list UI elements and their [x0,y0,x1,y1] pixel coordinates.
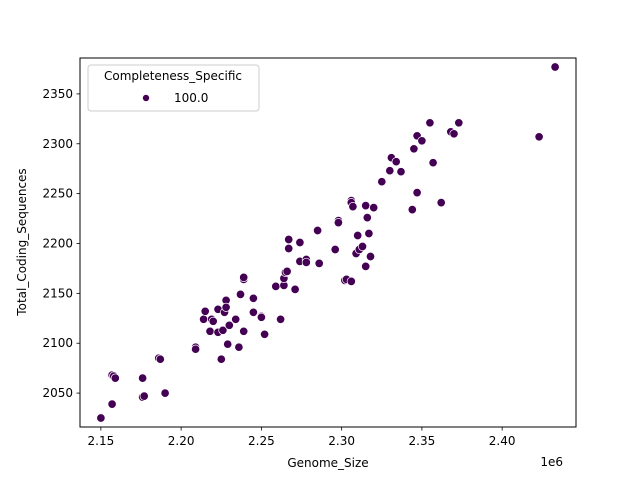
data-point [369,203,379,213]
data-point [313,225,323,236]
data-point [333,218,343,228]
plot-frame [79,57,577,428]
data-point [361,261,371,271]
data-point [218,325,228,335]
data-point [208,316,218,326]
data-point [282,266,292,276]
x-axis-ticks: 2.15 2.20 2.25 2.30 2.35 2.40 [88,427,516,448]
x-axis-offset-label: 1e6 [540,455,563,469]
data-point [107,399,117,409]
data-point [301,257,311,267]
data-point [377,177,387,187]
data-point [425,118,435,128]
data-point [454,118,464,128]
data-point [428,158,438,168]
data-point [191,344,201,354]
data-point [248,307,258,317]
data-point [353,230,363,241]
data-point [139,391,149,401]
data-point [534,132,544,142]
data-point [284,243,294,254]
data-point [314,258,324,268]
data-point [160,388,170,398]
y-tick-label: 2150 [42,286,73,300]
legend-box [87,64,260,112]
data-point [412,188,422,198]
data-point [199,314,209,324]
data-point [260,329,270,339]
x-tick-label: 2.15 [88,434,115,448]
data-point [364,228,374,239]
data-points [96,62,560,423]
legend: Completeness_Specific 100.0 [87,64,260,112]
data-point [276,314,286,324]
legend-entry-label: 100.0 [174,91,208,105]
data-point [348,202,358,212]
data-point [271,281,281,291]
y-tick-label: 2100 [42,336,73,350]
data-point [96,413,106,423]
data-point [295,237,305,248]
data-point [284,234,294,245]
data-point [205,326,215,336]
data-point [417,136,427,146]
data-point [221,302,231,312]
data-point [365,251,376,262]
y-axis-label: Total_Coding_Sequences [15,168,29,316]
data-point [239,326,249,336]
y-axis-ticks: 2050 2100 2150 2200 2250 2300 2350 [42,87,80,400]
x-tick-label: 2.35 [409,434,436,448]
y-tick-label: 2250 [42,187,73,201]
data-point [216,354,226,364]
data-point [290,284,300,294]
y-tick-label: 2350 [42,87,73,101]
data-point [138,373,148,383]
data-point [155,354,165,364]
y-tick-label: 2050 [42,386,73,400]
x-tick-label: 2.30 [328,434,355,448]
data-point [407,205,417,215]
data-point [391,157,401,167]
data-point [362,213,372,223]
x-axis-label: Genome_Size [287,456,368,470]
data-point [357,241,368,252]
data-point [330,244,340,255]
data-point [200,306,210,316]
data-point [396,167,406,177]
data-point [550,62,560,72]
data-point [385,166,395,176]
x-tick-label: 2.25 [248,434,275,448]
data-point [346,276,356,286]
legend-title: Completeness_Specific [104,69,242,83]
data-point [436,198,446,208]
data-point [239,272,249,282]
data-point [248,293,258,303]
data-point [256,312,266,322]
y-tick-label: 2200 [42,236,73,250]
data-point [361,201,371,211]
data-point [110,373,120,383]
legend-marker-icon [142,94,150,102]
y-tick-label: 2300 [42,137,73,151]
data-point [223,339,233,349]
data-point [449,129,459,139]
x-tick-label: 2.20 [168,434,195,448]
data-point [231,314,241,324]
x-tick-label: 2.40 [489,434,516,448]
data-point [234,342,244,352]
data-point [409,144,419,154]
data-point [224,320,234,330]
data-point [235,289,246,299]
